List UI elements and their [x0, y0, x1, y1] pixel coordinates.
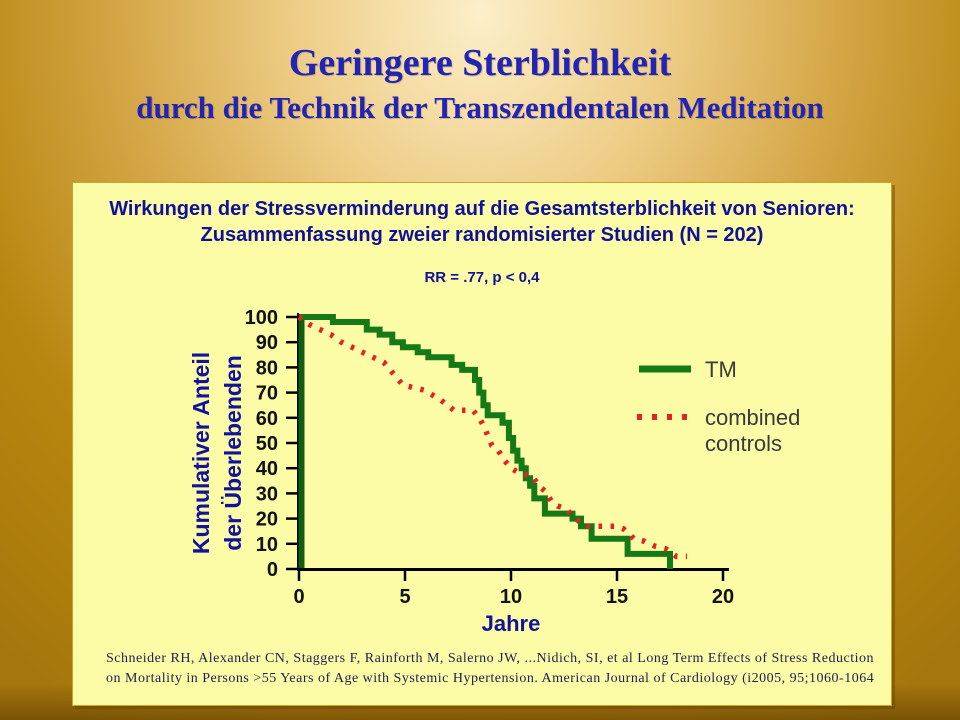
slide-title: Geringere Sterblichkeit durch die Techni…: [0, 40, 960, 128]
y-tick-label: 40: [256, 458, 278, 480]
y-tick-label: 80: [256, 357, 278, 379]
y-tick-label: 100: [245, 307, 278, 329]
x-tick-label: 0: [293, 586, 304, 608]
y-tick-label: 70: [256, 383, 278, 405]
series-line-tm: [299, 314, 673, 569]
y-tick-label: 90: [256, 332, 278, 354]
y-tick-label: 0: [267, 559, 278, 581]
stat-line: RR = .77, p < 0,4: [424, 268, 540, 286]
x-tick-label: 20: [712, 586, 734, 608]
y-tick-label: 20: [256, 509, 278, 531]
x-tick-label: 5: [399, 586, 410, 608]
y-axis-label-line1: Kumulativer Anteil: [188, 352, 214, 554]
slide-title-line1: Geringere Sterblichkeit: [288, 42, 672, 84]
legend-controls-label-line1: combined: [705, 405, 800, 430]
legend-controls-label-line2: controls: [705, 431, 782, 456]
content-panel: Wirkungen der Stressverminderung auf die…: [72, 182, 892, 706]
legend-tm-label: TM: [705, 357, 737, 382]
panel-heading: Wirkungen der Stressverminderung auf die…: [73, 196, 891, 249]
y-axis-label-line2: der Überlebenden: [220, 355, 246, 551]
x-axis-label: Jahre: [482, 611, 541, 636]
x-tick-label: 15: [606, 586, 628, 608]
series-line-combined-controls: [297, 314, 687, 560]
y-tick-label: 10: [256, 534, 278, 556]
panel-heading-line1: Wirkungen der Stressverminderung auf die…: [109, 198, 855, 220]
citation: Schneider RH, Alexander CN, Staggers F, …: [106, 651, 875, 687]
y-tick-label: 50: [256, 433, 278, 455]
slide-title-line2: durch die Technik der Transzendentalen M…: [136, 89, 824, 125]
chart-curves: [297, 314, 687, 569]
y-tick-label: 60: [256, 408, 278, 430]
axis-ticks: 0 10 20 30 40 50 60 70 80 90 100 0 5 10 15 20: [245, 307, 735, 608]
x-tick-label: 10: [500, 586, 522, 608]
survival-chart: 0 10 20 30 40 50 60 70 80 90 100 0 5 10 15 20 TM combin…: [188, 307, 800, 636]
y-tick-label: 30: [256, 483, 278, 505]
panel-heading-line2: Zusammenfassung zweier randomisierter St…: [200, 224, 764, 247]
